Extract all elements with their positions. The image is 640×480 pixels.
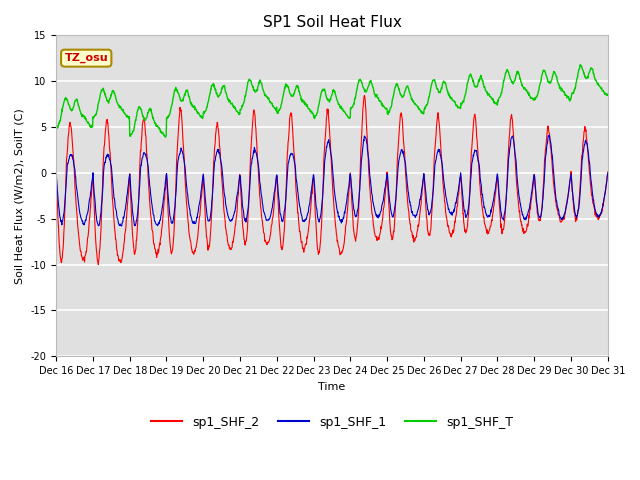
Line: sp1_SHF_2: sp1_SHF_2 [56, 96, 608, 264]
sp1_SHF_2 [490, 199, 498, 205]
sp1_SHF_2 [175, 115, 183, 120]
sp1_SHF_T [52, 126, 60, 132]
sp1_SHF_2 [52, 169, 60, 175]
sp1_SHF_1 [118, 223, 125, 229]
sp1_SHF_1 [162, 177, 170, 182]
sp1_SHF_2 [419, 186, 426, 192]
Legend: sp1_SHF_2, sp1_SHF_1, sp1_SHF_T: sp1_SHF_2, sp1_SHF_1, sp1_SHF_T [146, 411, 518, 434]
sp1_SHF_T [490, 100, 498, 106]
X-axis label: Time: Time [318, 382, 346, 392]
sp1_SHF_T [175, 93, 183, 99]
sp1_SHF_2 [237, 192, 244, 197]
sp1_SHF_T [577, 62, 584, 68]
sp1_SHF_T [161, 134, 169, 140]
Y-axis label: Soil Heat Flux (W/m2), SoilT (C): Soil Heat Flux (W/m2), SoilT (C) [15, 108, 25, 284]
sp1_SHF_1 [539, 198, 547, 204]
sp1_SHF_1 [604, 170, 612, 176]
sp1_SHF_T [604, 92, 612, 98]
sp1_SHF_2 [162, 180, 170, 185]
sp1_SHF_T [237, 107, 244, 112]
sp1_SHF_T [418, 110, 426, 116]
sp1_SHF_2 [95, 262, 102, 267]
sp1_SHF_2 [360, 93, 368, 98]
Line: sp1_SHF_1: sp1_SHF_1 [56, 135, 608, 226]
sp1_SHF_T [539, 70, 547, 75]
sp1_SHF_1 [175, 152, 183, 158]
Text: TZ_osu: TZ_osu [65, 53, 108, 63]
sp1_SHF_1 [237, 183, 244, 189]
sp1_SHF_1 [52, 169, 60, 175]
sp1_SHF_1 [545, 132, 552, 138]
sp1_SHF_2 [539, 187, 547, 193]
sp1_SHF_T [162, 133, 170, 139]
Title: SP1 Soil Heat Flux: SP1 Soil Heat Flux [262, 15, 401, 30]
sp1_SHF_2 [604, 169, 612, 175]
sp1_SHF_1 [490, 195, 498, 201]
sp1_SHF_1 [418, 185, 426, 191]
Line: sp1_SHF_T: sp1_SHF_T [56, 65, 608, 137]
